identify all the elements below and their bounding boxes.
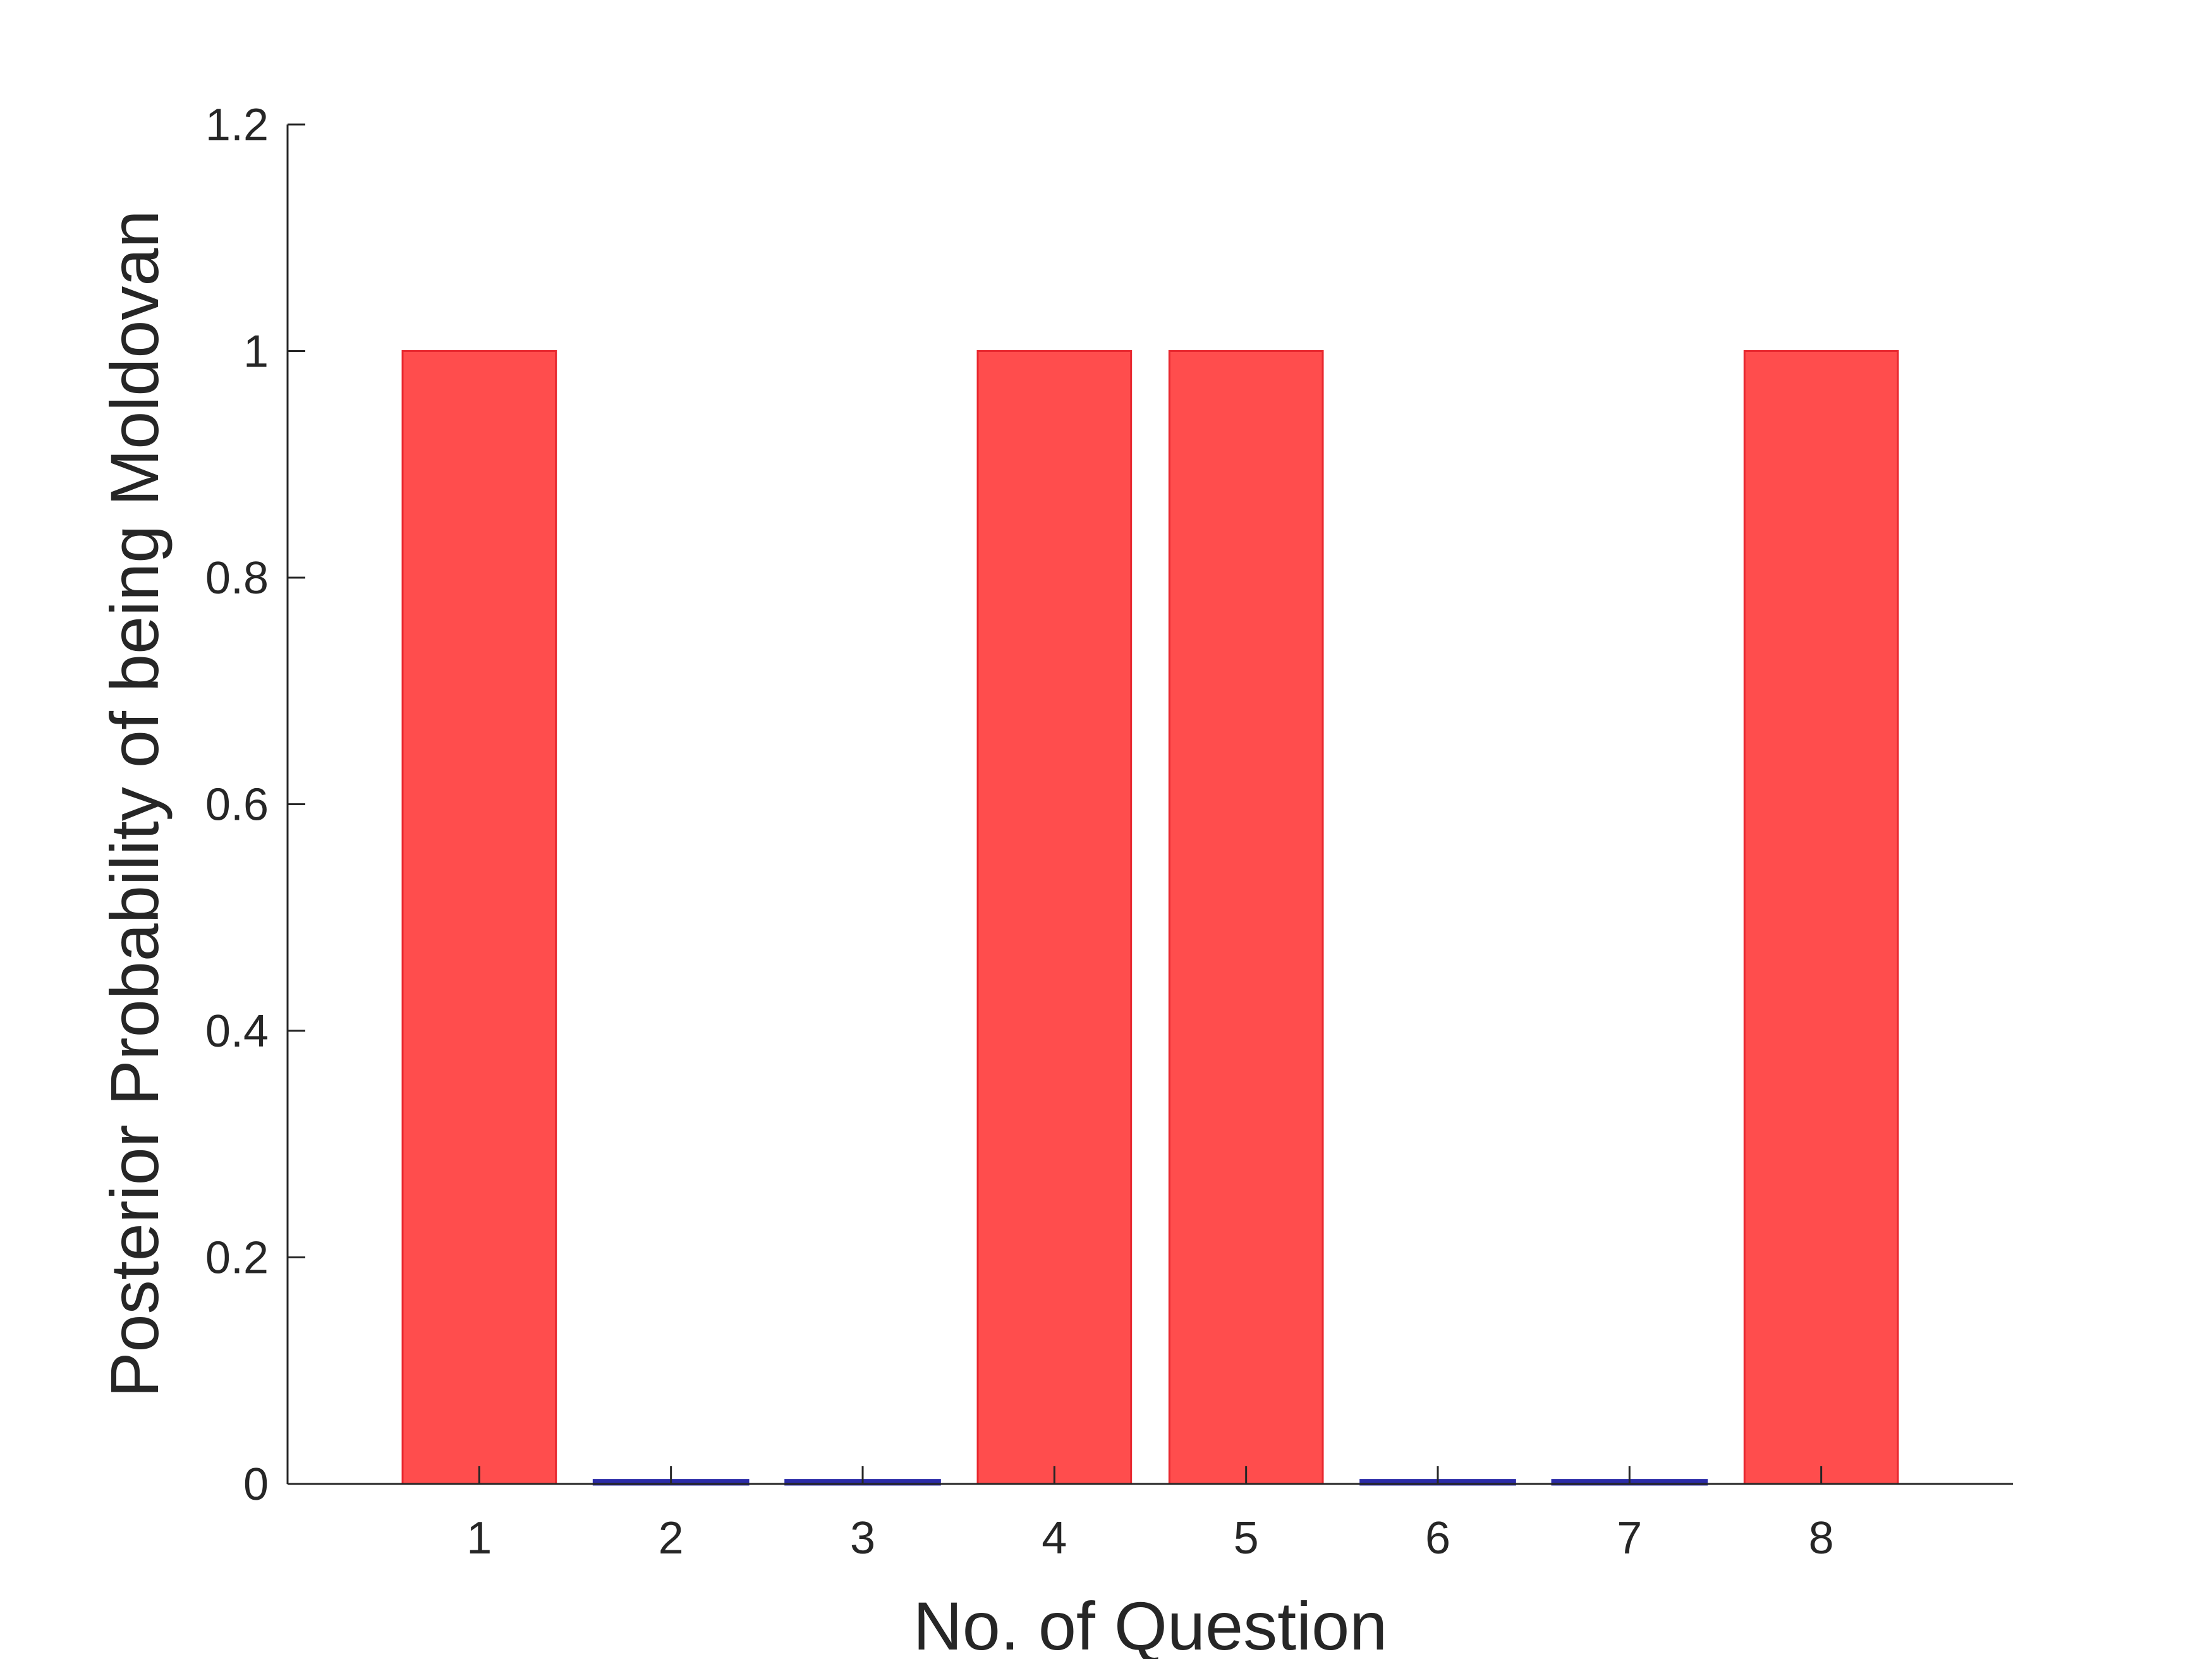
x-tick-label: 2 (659, 1513, 684, 1564)
x-tick-label: 4 (1042, 1513, 1067, 1564)
x-tick-label: 3 (850, 1513, 875, 1564)
y-tick-label: 0.6 (205, 780, 269, 830)
bars-layer (401, 350, 1899, 1486)
x-ticks: 1 2 3 4 5 6 7 8 (466, 1466, 1834, 1564)
bar-1 (401, 350, 557, 1485)
y-tick-label: 1.2 (205, 100, 269, 150)
y-axis-title: Posterior Probability of being Moldovan (96, 210, 173, 1397)
y-tick-label: 0 (243, 1459, 269, 1510)
x-tick-label: 8 (1809, 1513, 1834, 1564)
bar-8 (1743, 350, 1899, 1485)
x-axis-title: No. of Question (913, 1588, 1387, 1659)
y-tick-label: 0.2 (205, 1233, 269, 1284)
x-tick-label: 6 (1425, 1513, 1450, 1564)
y-tick-label: 0.8 (205, 553, 269, 604)
y-tick-label: 0.4 (205, 1006, 269, 1057)
y-tick-label: 1 (243, 327, 269, 377)
x-tick-label: 5 (1234, 1513, 1259, 1564)
bar-4 (976, 350, 1133, 1485)
y-ticks: 0 0.2 0.4 0.6 0.8 1 1.2 (205, 100, 305, 1510)
x-tick-label: 1 (466, 1513, 492, 1564)
x-tick-label: 7 (1617, 1513, 1642, 1564)
bar-5 (1168, 350, 1324, 1485)
